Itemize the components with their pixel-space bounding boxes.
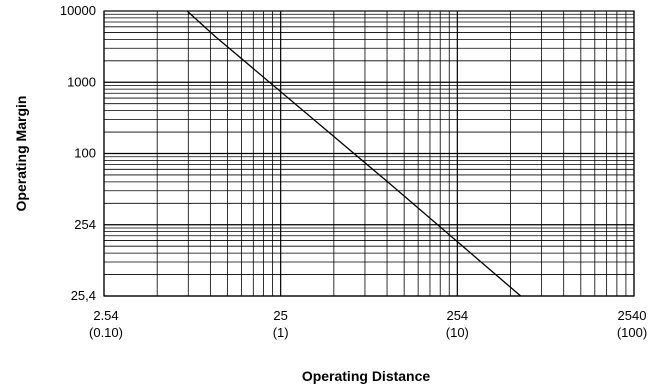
x-tick-label: 25 xyxy=(273,308,287,323)
series-line-1 xyxy=(186,10,522,297)
y-tick-label: 1000 xyxy=(67,74,96,89)
y-tick-labels: 10000 1000 100 254 25,4 xyxy=(60,3,96,303)
x-tick-sublabel: (0.10) xyxy=(89,325,123,340)
y-tick-label: 10000 xyxy=(60,3,96,18)
y-tick-label: 25,4 xyxy=(71,288,96,303)
y-tick-label: 100 xyxy=(74,146,96,161)
x-axis-title: Operating Distance xyxy=(302,368,431,384)
x-tick-sublabel: (100) xyxy=(617,325,647,340)
x-tick-label: 254 xyxy=(446,308,468,323)
x-tick-sublabel: (10) xyxy=(446,325,469,340)
plot-frame xyxy=(103,10,635,297)
grid-lines xyxy=(103,11,635,297)
series-layer xyxy=(186,10,522,297)
x-tick-labels: 2.54 (0.10) 25 (1) 254 (10) 2540 (100) xyxy=(89,308,647,340)
x-tick-label: 2.54 xyxy=(93,308,118,323)
x-tick-label: 2540 xyxy=(618,308,647,323)
y-axis-title: Operating Margin xyxy=(13,96,29,212)
x-tick-sublabel: (1) xyxy=(273,325,289,340)
y-tick-label: 254 xyxy=(74,217,96,232)
